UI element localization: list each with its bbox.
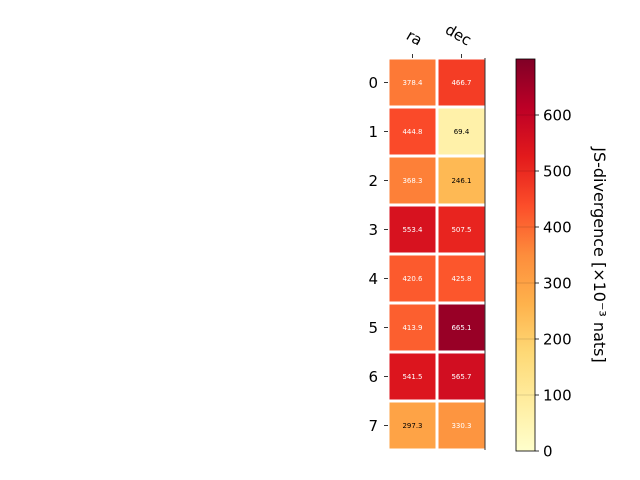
column-label: dec — [442, 20, 474, 49]
heatmap-cell — [389, 59, 436, 106]
cell-value-label: 553.4 — [402, 226, 423, 234]
cell-value-label: 420.6 — [402, 275, 423, 283]
colorbar-tick-label: 400 — [543, 219, 572, 237]
colorbar-label: JS-divergence [×10⁻³ nats] — [590, 146, 609, 362]
row-label: 0 — [368, 74, 378, 92]
cell-value-label: 297.3 — [402, 422, 422, 430]
cell-value-label: 330.3 — [451, 422, 471, 430]
heatmap-cell — [389, 157, 436, 204]
row-label: 7 — [368, 417, 378, 435]
colorbar-tick-label: 500 — [543, 163, 572, 181]
cell-value-label: 665.1 — [451, 324, 471, 332]
cell-value-label: 466.7 — [451, 79, 471, 87]
colorbar-tick-label: 0 — [543, 443, 553, 461]
cell-value-label: 246.1 — [451, 177, 471, 185]
heatmap-cell — [438, 255, 485, 302]
cell-value-label: 507.5 — [451, 226, 471, 234]
heatmap-cell — [438, 353, 485, 400]
row-label: 6 — [368, 368, 378, 386]
heatmap-cell — [389, 108, 436, 155]
heatmap-cell — [389, 353, 436, 400]
heatmap-cell — [389, 255, 436, 302]
row-label: 1 — [368, 123, 378, 141]
cell-value-label: 368.3 — [402, 177, 422, 185]
cell-value-label: 565.7 — [451, 373, 471, 381]
colorbar-ticks: 0 100 200 300 400 500 600 — [516, 107, 572, 461]
colorbar: 0 100 200 300 400 500 600 JS-divergence [×10⁻³… — [515, 58, 609, 461]
row-label: 4 — [368, 270, 378, 288]
row-label: 3 — [368, 221, 378, 239]
heatmap-cell — [438, 59, 485, 106]
heatmap-cell — [438, 402, 485, 449]
cell-value-label: 69.4 — [454, 128, 470, 136]
heatmap-cell — [389, 402, 436, 449]
column-label: ra — [403, 26, 425, 49]
heatmap-cell — [438, 206, 485, 253]
heatmap-cell — [438, 108, 485, 155]
colorbar-tick-label: 100 — [543, 387, 572, 405]
cell-value-label: 378.4 — [402, 79, 423, 87]
row-label: 2 — [368, 172, 378, 190]
heatmap-cell — [389, 206, 436, 253]
cell-value-label: 425.8 — [451, 275, 471, 283]
cell-value-label: 541.5 — [402, 373, 422, 381]
colorbar-tick-label: 200 — [543, 331, 572, 349]
colorbar-tick-label: 300 — [543, 275, 572, 293]
heatmap-cell — [438, 304, 485, 351]
cell-value-label: 444.8 — [402, 128, 422, 136]
heatmap-plot: 378.4 466.7 444.8 69.4 368.3 246.1 553.4 507.5 4… — [368, 20, 486, 450]
colorbar-tick-label: 600 — [543, 107, 572, 125]
row-label: 5 — [368, 319, 378, 337]
colorbar-scale — [515, 58, 536, 452]
heatmap-cell — [438, 157, 485, 204]
heatmap-cell — [389, 304, 436, 351]
cell-value-label: 413.9 — [402, 324, 422, 332]
